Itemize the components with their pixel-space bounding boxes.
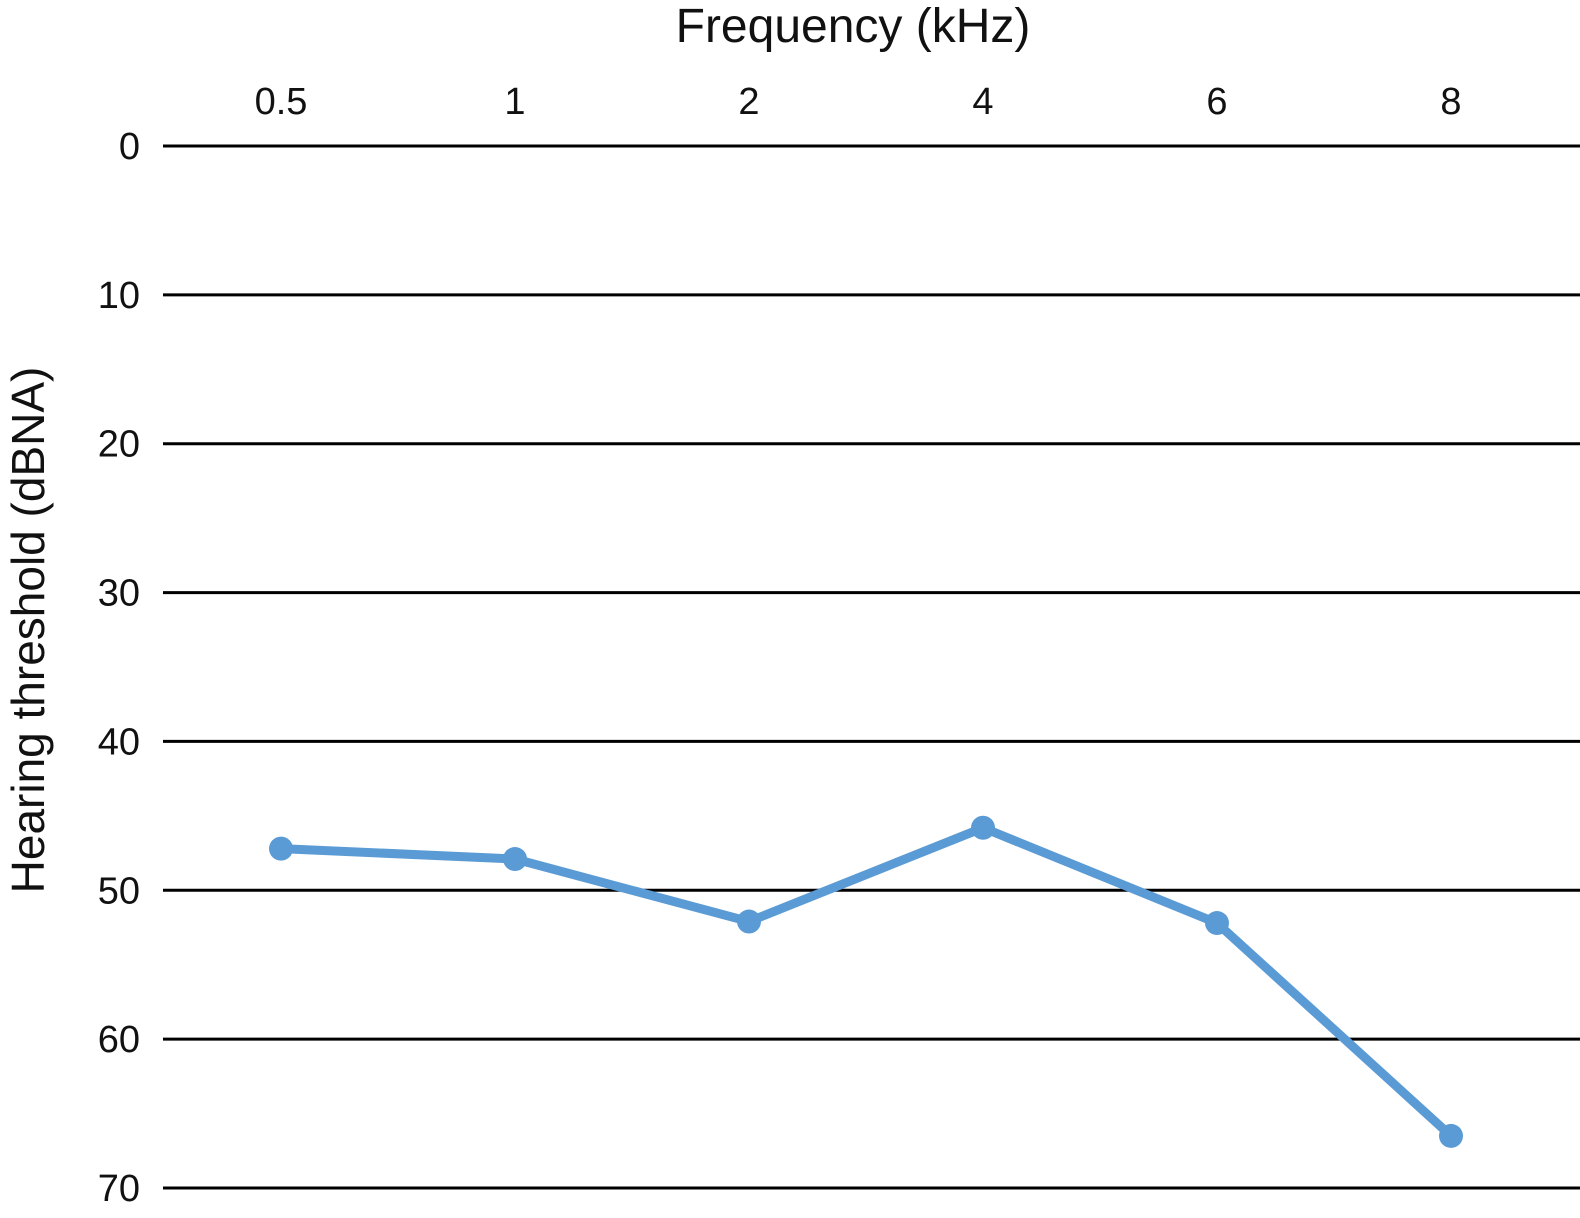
- data-point: [269, 836, 293, 861]
- x-tick-label: 6: [1206, 81, 1227, 123]
- y-tick-label: 50: [98, 870, 140, 912]
- y-axis-title: Hearing threshold (dBNA): [2, 367, 54, 894]
- y-tick-label: 70: [98, 1168, 140, 1210]
- y-tick-label: 20: [98, 424, 140, 466]
- data-point: [503, 847, 527, 872]
- series-line-group: [269, 815, 1463, 1148]
- x-axis-title: Frequency (kHz): [676, 0, 1031, 53]
- series-line: [276, 823, 1456, 1141]
- y-tick-labels: 0 10 20 30 40 50 60 70: [98, 126, 140, 1210]
- y-tick-label: 30: [98, 573, 140, 615]
- gridlines: [163, 144, 1580, 1190]
- x-tick-label: 0.5: [255, 81, 308, 123]
- data-point: [1439, 1123, 1463, 1148]
- y-tick-label: 40: [98, 721, 140, 763]
- y-tick-label: 10: [98, 275, 140, 317]
- x-tick-label: 4: [972, 81, 993, 123]
- x-tick-label: 8: [1440, 81, 1461, 123]
- x-tick-labels: 0.5 1 2 4 6 8: [255, 81, 1462, 123]
- y-tick-label: 60: [98, 1019, 140, 1061]
- x-tick-label: 1: [504, 81, 525, 123]
- data-point: [737, 909, 761, 934]
- y-tick-label: 0: [119, 126, 140, 168]
- x-tick-label: 2: [738, 81, 759, 123]
- data-point: [971, 815, 995, 840]
- data-point: [1205, 911, 1229, 936]
